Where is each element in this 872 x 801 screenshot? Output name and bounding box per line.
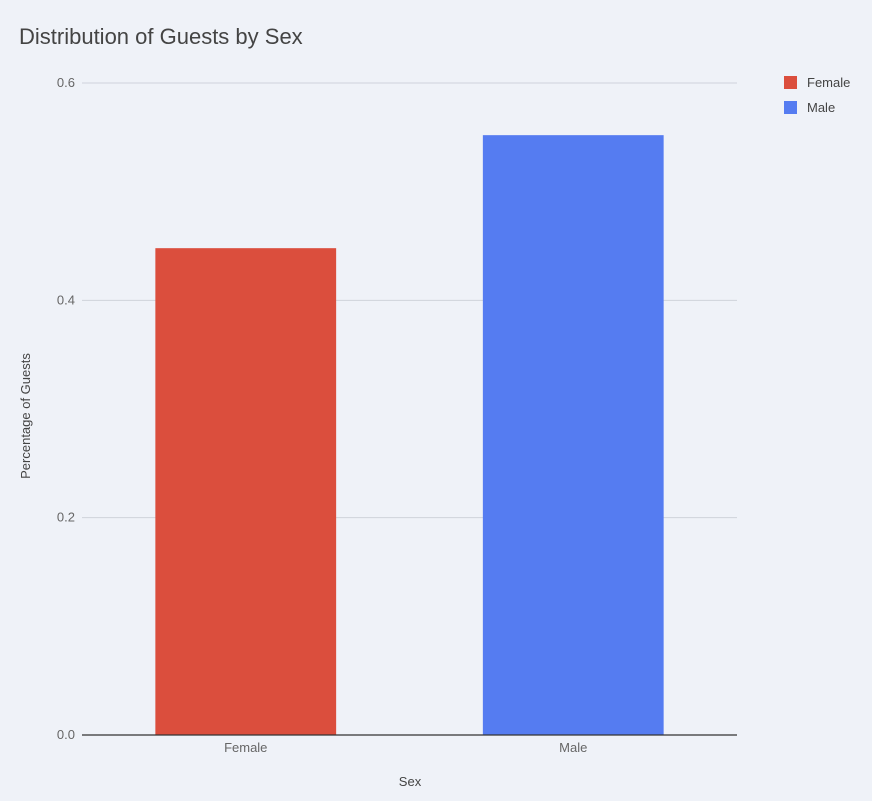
bars <box>155 135 664 735</box>
legend-swatch <box>784 101 797 114</box>
y-tick-labels: 0.0 0.2 0.4 0.6 <box>57 75 75 742</box>
chart-title: Distribution of Guests by Sex <box>19 24 303 49</box>
x-axis-title: Sex <box>399 774 422 789</box>
x-tick-labels: Female Male <box>224 740 587 755</box>
legend-label[interactable]: Male <box>807 100 835 115</box>
bar-female[interactable] <box>155 248 337 735</box>
y-tick-label: 0.6 <box>57 75 75 90</box>
y-axis-title: Percentage of Guests <box>18 353 33 479</box>
y-tick-label: 0.4 <box>57 292 75 307</box>
x-tick-label: Female <box>224 740 267 755</box>
x-tick-label: Male <box>559 740 587 755</box>
legend: Female Male <box>784 75 850 115</box>
y-tick-label: 0.2 <box>57 510 75 525</box>
bar-male[interactable] <box>482 135 664 735</box>
y-tick-label: 0.0 <box>57 727 75 742</box>
legend-swatch <box>784 76 797 89</box>
legend-label[interactable]: Female <box>807 75 850 90</box>
